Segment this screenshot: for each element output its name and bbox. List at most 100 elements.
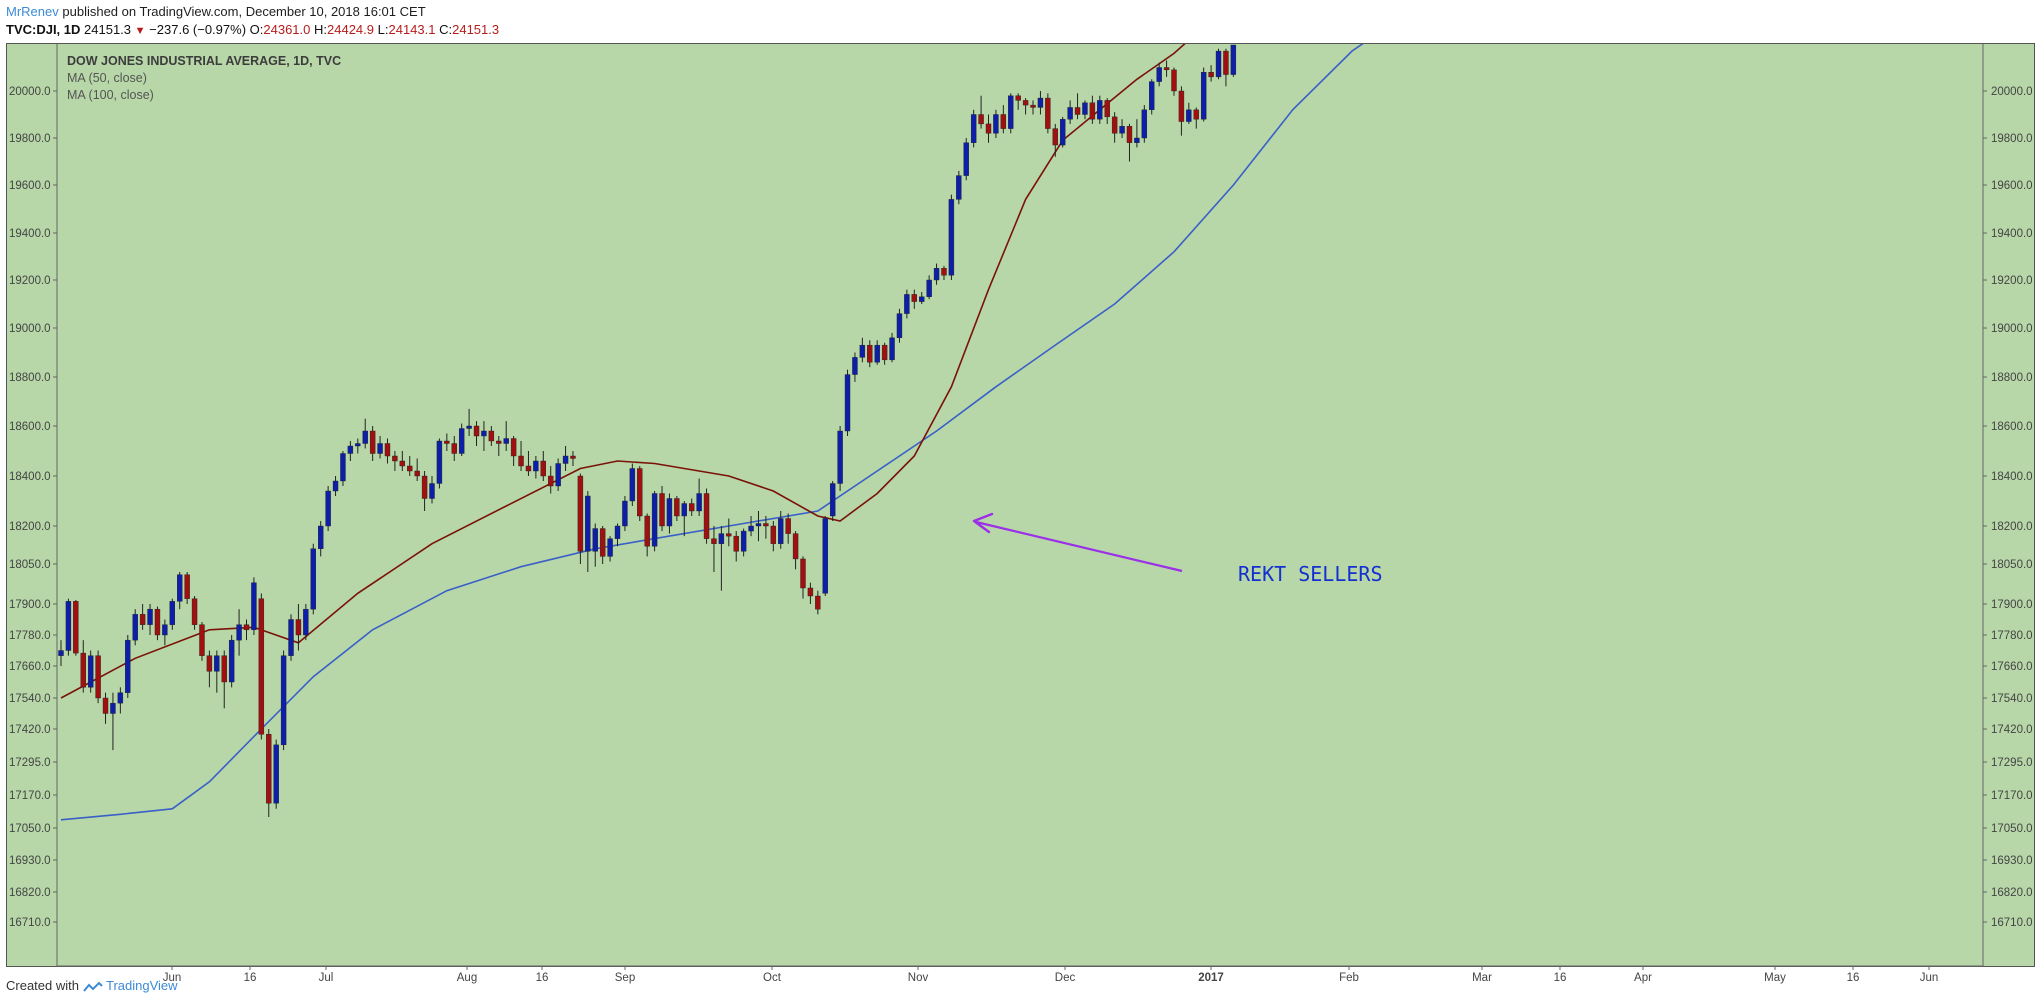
y-tick-label-left: 17295.0	[9, 757, 51, 769]
y-tick-label-right: 17420.0	[1991, 724, 2033, 736]
candle-up	[340, 451, 346, 486]
candle-up	[169, 598, 176, 630]
candle-up	[696, 478, 702, 516]
candle-down	[444, 433, 450, 451]
candle-body	[844, 374, 851, 432]
candle-down	[644, 513, 650, 557]
y-tick-label-right: 17900.0	[1991, 599, 2033, 611]
candle-down	[1030, 100, 1036, 115]
symbol-label: TVC:DJI, 1D	[6, 22, 81, 37]
candle-down	[1089, 95, 1096, 124]
candle-body	[206, 655, 213, 672]
x-tick-label: Oct	[763, 972, 782, 984]
y-tick-label-left: 17900.0	[9, 599, 51, 611]
y-tick-label-right: 16820.0	[1991, 887, 2033, 899]
candle-down	[733, 531, 739, 562]
candle-body	[703, 493, 710, 539]
candle-up	[325, 486, 331, 532]
candle-body	[800, 558, 806, 589]
candle-body	[970, 114, 977, 143]
candle-down	[73, 600, 79, 656]
candle-body	[451, 443, 457, 454]
x-tick-label: 16	[536, 972, 549, 984]
low-label: L:	[377, 22, 389, 37]
candle-body	[822, 518, 828, 594]
candle-up	[162, 619, 168, 646]
candle-down	[80, 640, 86, 693]
candle-down	[407, 456, 413, 476]
candle-body	[637, 468, 643, 517]
candle-up	[1149, 79, 1155, 115]
candle-body	[711, 538, 717, 544]
candle-body	[1215, 50, 1222, 78]
candle-down	[881, 342, 888, 365]
candle-body	[755, 523, 762, 527]
candle-body	[1230, 44, 1237, 75]
candle-up	[1097, 95, 1103, 124]
candle-up	[177, 572, 183, 610]
candle-down	[770, 521, 777, 552]
candle-up	[1059, 116, 1066, 148]
candle-up	[837, 426, 843, 491]
candle-body	[184, 574, 190, 599]
candle-body	[933, 268, 940, 281]
x-tick-label: 16	[1554, 972, 1567, 984]
candle-body	[919, 296, 925, 302]
candle-body	[280, 655, 287, 746]
candle-body	[607, 538, 613, 557]
candle-down	[206, 650, 213, 688]
candle-body	[355, 443, 361, 447]
candle-body	[65, 601, 72, 651]
candle-body	[1022, 100, 1029, 106]
down-arrow-icon: ▼	[134, 25, 146, 37]
candle-down	[488, 426, 495, 446]
candle-body	[1000, 114, 1007, 129]
candle-body	[384, 443, 391, 457]
candle-body	[303, 608, 309, 636]
candle-body	[1119, 126, 1125, 134]
candle-body	[117, 692, 124, 704]
candle-body	[659, 493, 665, 527]
candle-up	[303, 604, 309, 641]
candle-body	[1104, 100, 1110, 118]
candle-up	[933, 263, 940, 285]
footer: Created with TradingView	[6, 978, 178, 993]
y-tick-label-right: 17660.0	[1991, 661, 2033, 673]
candle-body	[941, 268, 947, 276]
candle-body	[466, 425, 472, 429]
candle-down	[221, 650, 227, 709]
candle-body	[614, 525, 621, 539]
candle-down	[800, 556, 806, 599]
y-tick-label-right: 19600.0	[1991, 180, 2033, 192]
candle-up	[607, 536, 613, 562]
candle-down	[867, 340, 873, 368]
candle-body	[1089, 102, 1096, 120]
candle-down	[1074, 93, 1081, 120]
candle-body	[985, 123, 992, 134]
x-tick-label: Feb	[1339, 972, 1359, 984]
candle-body	[139, 614, 146, 625]
candle-down	[570, 451, 576, 466]
tradingview-brand-link[interactable]: TradingView	[106, 978, 178, 993]
candle-down	[414, 458, 420, 481]
candle-body	[496, 440, 502, 444]
candle-up	[748, 516, 754, 537]
y-tick-label-left: 16820.0	[9, 887, 51, 899]
open-label: O:	[249, 22, 264, 37]
candle-down	[674, 496, 680, 521]
author-link[interactable]: MrRenev	[6, 4, 59, 19]
candle-body	[473, 425, 480, 437]
candle-up	[87, 650, 94, 693]
y-tick-label-left: 19200.0	[9, 275, 51, 287]
candle-down	[102, 692, 109, 724]
candle-up	[1008, 93, 1014, 134]
candle-down	[978, 95, 984, 129]
y-tick-label-right: 17170.0	[1991, 790, 2033, 802]
candle-up	[318, 521, 324, 557]
candle-body	[585, 495, 591, 552]
candle-body	[629, 468, 636, 502]
candle-body	[1149, 81, 1155, 110]
candle-up	[533, 456, 539, 479]
annotation-arrowhead-icon	[972, 512, 994, 534]
